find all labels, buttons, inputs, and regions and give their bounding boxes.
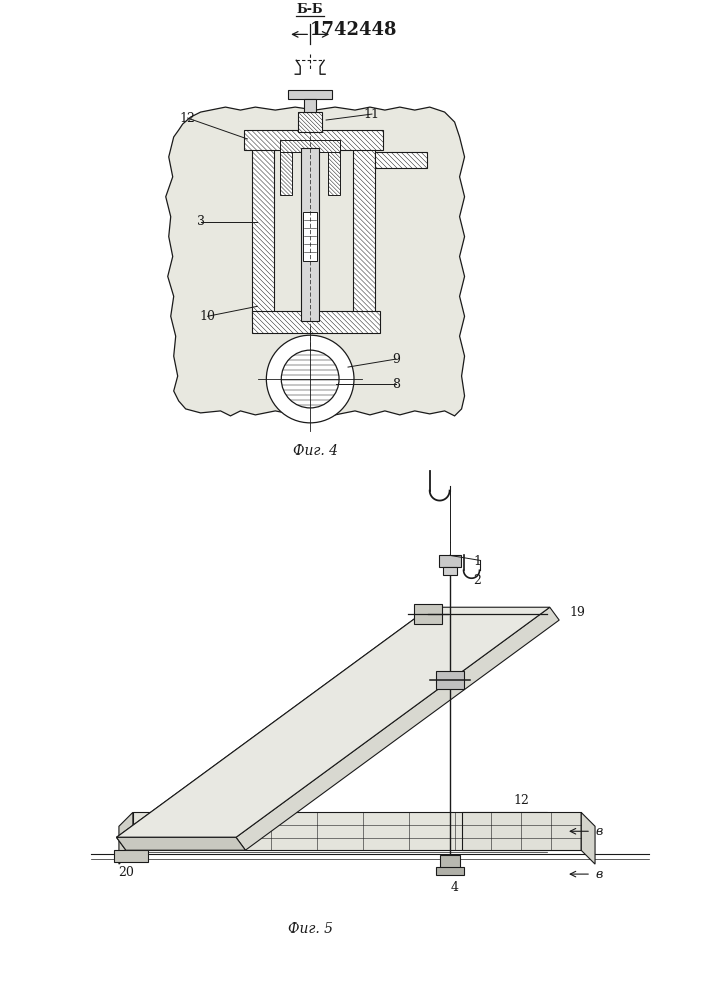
Polygon shape bbox=[117, 607, 440, 850]
Bar bbox=[436, 671, 464, 689]
Bar bbox=[436, 867, 464, 875]
Polygon shape bbox=[252, 311, 380, 333]
Bar bbox=[440, 855, 460, 871]
Bar bbox=[438, 555, 460, 567]
Polygon shape bbox=[245, 130, 383, 150]
Bar bbox=[462, 812, 581, 850]
Text: 20: 20 bbox=[118, 866, 134, 879]
Text: 2: 2 bbox=[474, 574, 481, 587]
Text: 3: 3 bbox=[197, 215, 204, 228]
Bar bbox=[301, 148, 319, 321]
Bar bbox=[114, 850, 148, 862]
Text: в: в bbox=[595, 868, 602, 881]
Polygon shape bbox=[117, 607, 550, 837]
Polygon shape bbox=[252, 132, 274, 321]
Polygon shape bbox=[353, 132, 375, 321]
Text: 8: 8 bbox=[392, 378, 400, 391]
Text: 9: 9 bbox=[392, 353, 399, 366]
Polygon shape bbox=[280, 140, 292, 195]
Bar bbox=[414, 604, 442, 624]
Bar bbox=[443, 567, 457, 575]
Polygon shape bbox=[119, 812, 133, 864]
Text: 13: 13 bbox=[282, 796, 298, 809]
Text: 19: 19 bbox=[569, 606, 585, 619]
Text: Б-Б: Б-Б bbox=[297, 3, 324, 16]
Text: 12: 12 bbox=[180, 112, 196, 125]
Polygon shape bbox=[117, 837, 245, 850]
Polygon shape bbox=[375, 152, 427, 168]
Bar bbox=[304, 99, 316, 112]
Text: 4: 4 bbox=[450, 881, 459, 894]
Text: в: в bbox=[595, 825, 602, 838]
Bar bbox=[303, 212, 317, 261]
Text: 3: 3 bbox=[408, 671, 416, 684]
Text: Фиг. 4: Фиг. 4 bbox=[293, 444, 338, 458]
Polygon shape bbox=[581, 812, 595, 864]
Polygon shape bbox=[165, 107, 464, 416]
Bar bbox=[288, 90, 332, 99]
Text: 1742448: 1742448 bbox=[309, 21, 397, 39]
Text: 11: 11 bbox=[364, 108, 380, 121]
Polygon shape bbox=[236, 607, 559, 850]
Text: Фиг. 5: Фиг. 5 bbox=[288, 922, 333, 936]
Text: 10: 10 bbox=[199, 310, 216, 323]
Text: 1: 1 bbox=[474, 555, 481, 568]
Polygon shape bbox=[328, 140, 340, 195]
Polygon shape bbox=[280, 140, 340, 152]
Polygon shape bbox=[133, 812, 547, 850]
Circle shape bbox=[267, 335, 354, 423]
Circle shape bbox=[281, 350, 339, 408]
Polygon shape bbox=[298, 112, 322, 132]
Text: 12: 12 bbox=[513, 794, 530, 807]
